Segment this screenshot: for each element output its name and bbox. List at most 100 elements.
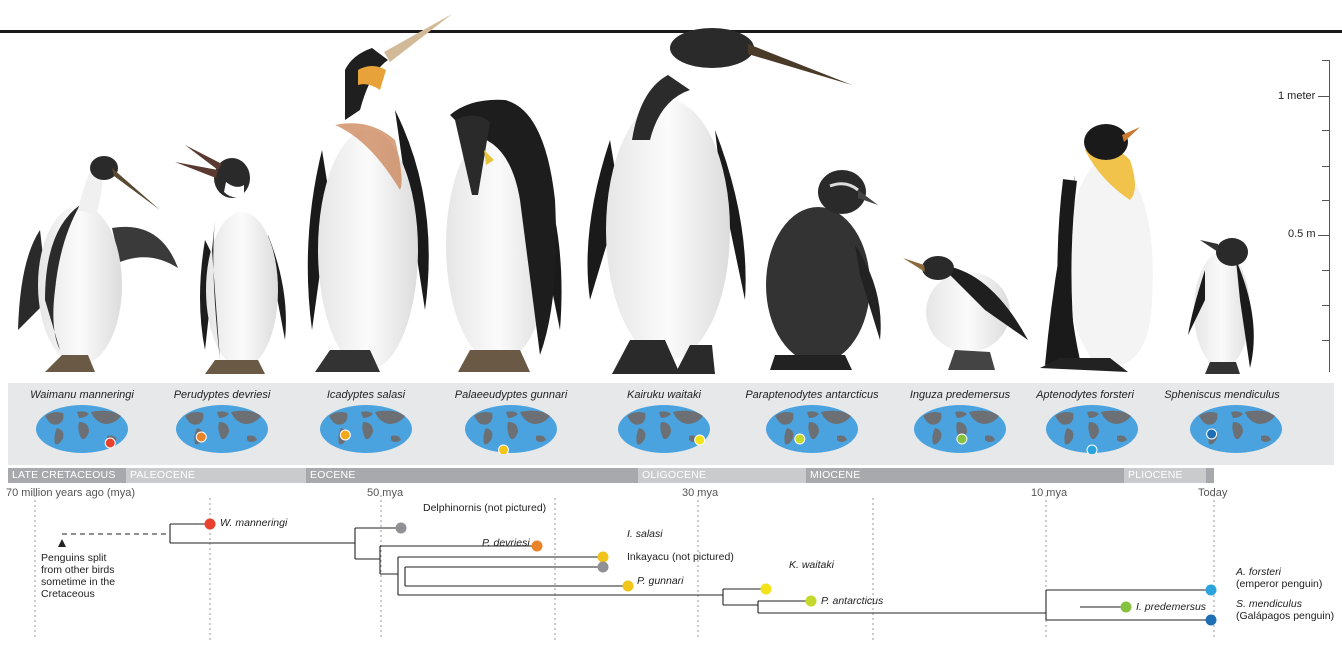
dot-spheniscus: [1205, 614, 1217, 626]
leaf-common: (Galápagos penguin): [1236, 610, 1335, 622]
leaf-label: K. waitaki: [789, 559, 834, 571]
leaf-note: (not pictured): [671, 551, 734, 563]
fossil-location-dot: [195, 431, 207, 443]
leaf-label: Inkayacu: [627, 551, 670, 563]
species-name: Spheniscus mendiculus: [1164, 389, 1280, 401]
penguin-illustrations: [18, 14, 1254, 374]
penguin-icadyptes: [307, 14, 452, 372]
scale-tick: [1322, 340, 1330, 341]
scale-tick: [1322, 305, 1330, 306]
dot-inkayacu: [597, 561, 609, 573]
leaf-label: I. salasi: [627, 528, 663, 540]
leaf-icadyptes: I. salasi: [627, 528, 663, 540]
species-name: Aptenodytes forsteri: [1036, 389, 1134, 401]
time-label-30: 30 mya: [682, 487, 719, 499]
species-name: Palaeeudyptes gunnari: [454, 389, 568, 401]
leaf-paraptenodytes: P. antarcticus: [821, 595, 883, 607]
epoch-oligocene: OLIGOCENE: [638, 468, 806, 483]
fossil-location-dot: [1206, 428, 1218, 440]
penguin-aptenodytes: [1040, 124, 1153, 372]
globe-map: [176, 405, 268, 453]
dot-waimanu: [204, 518, 216, 530]
globe-map: [1046, 405, 1138, 454]
species-name: Inguza predemersus: [909, 389, 1011, 401]
leaf-spheniscus: S. mendiculus (Galápagos penguin): [1236, 598, 1334, 622]
scale-tick: [1322, 270, 1330, 271]
globe-map: [465, 405, 557, 454]
tree-branches: [62, 523, 1211, 621]
tree-dots: [204, 518, 1217, 626]
leaf-delphinornis: Delphinornis (not pictured): [423, 502, 546, 514]
leaf-label: S. mendiculus: [1236, 598, 1302, 610]
species-name: Icadyptes salasi: [326, 389, 406, 401]
dot-delphinornis: [395, 522, 407, 534]
epoch-miocene: MIOCENE: [806, 468, 1124, 483]
leaf-palaeeudyptes: P. gunnari: [637, 575, 684, 587]
scale-tick-half-m: [1318, 235, 1330, 236]
leaf-inkayacu: Inkayacu (not pictured): [627, 551, 734, 563]
leaf-perudyptes: P. devriesi: [482, 537, 530, 549]
dot-kairuku: [760, 583, 772, 595]
leaf-label: P. antarcticus: [821, 595, 884, 607]
scale-tick: [1322, 130, 1330, 131]
height-scale: [1290, 60, 1342, 380]
split-arrow-icon: [58, 539, 66, 547]
penguin-perudyptes: [175, 145, 286, 374]
fossil-location-dot: [1086, 444, 1098, 454]
fossil-location-dot: [794, 433, 806, 445]
leaf-label: W. manneringi: [220, 517, 288, 529]
dot-paraptenodytes: [805, 595, 817, 607]
phylogenetic-tree: [34, 495, 1217, 640]
scale-tick: [1322, 166, 1330, 167]
penguin-waimanu: [18, 156, 178, 372]
epoch-recent: [1206, 468, 1214, 483]
time-gridlines: [34, 495, 1215, 640]
globe-map: [36, 405, 128, 453]
fossil-location-dot: [104, 437, 116, 449]
penguin-palaeeudyptes: [446, 99, 562, 372]
globe-map: [766, 405, 858, 453]
species-name: Kairuku waitaki: [627, 389, 701, 401]
scale-axis: [1329, 60, 1330, 372]
epoch-bar: LATE CRETACEOUS PALEOCENE EOCENE OLIGOCE…: [8, 468, 1214, 483]
leaf-note: (not pictured): [484, 502, 547, 514]
time-label-today: Today: [1198, 487, 1228, 499]
scale-tick: [1322, 200, 1330, 201]
scale-label-half-m: 0.5 m: [1288, 228, 1316, 240]
leaf-label: P. gunnari: [637, 575, 684, 587]
leaf-label: Delphinornis: [423, 502, 482, 514]
globe-map: [914, 405, 1006, 453]
leaf-label: P. devriesi: [482, 537, 530, 549]
scale-tick: [1322, 60, 1330, 61]
dot-aptenodytes: [1205, 584, 1217, 596]
epoch-paleocene: PALEOCENE: [126, 468, 306, 483]
leaf-inguza: I. predemersus: [1136, 601, 1206, 613]
dot-inguza: [1120, 601, 1132, 613]
scale-label-1m: 1 meter: [1278, 90, 1316, 102]
species-name: Paraptenodytes antarcticus: [745, 389, 879, 401]
dot-palaeeudyptes: [622, 580, 634, 592]
scale-tick-1m: [1318, 96, 1330, 97]
epoch-late-cretaceous: LATE CRETACEOUS: [8, 468, 126, 483]
time-label-50: 50 mya: [367, 487, 404, 499]
leaf-aptenodytes: A. forsteri (emperor penguin): [1236, 566, 1322, 590]
globe-map: [320, 405, 412, 453]
fossil-location-dot: [339, 429, 351, 441]
top-rule: [0, 30, 1342, 33]
penguin-inguza: [903, 256, 1028, 370]
penguin-paraptenodytes: [766, 170, 881, 370]
species-name: Perudyptes devriesi: [173, 389, 271, 401]
epoch-eocene: EOCENE: [306, 468, 638, 483]
fossil-location-dot: [498, 444, 509, 454]
globe-map: [618, 405, 710, 453]
leaf-kairuku: K. waitaki: [789, 559, 834, 571]
dot-icadyptes: [597, 551, 609, 563]
penguin-spheniscus: [1188, 238, 1254, 374]
epoch-pliocene: PLIOCENE: [1124, 468, 1206, 483]
globe-map: [1190, 405, 1282, 453]
leaf-label: A. forsteri: [1236, 566, 1281, 578]
penguin-kairuku: [587, 28, 852, 374]
leaf-common: (emperor penguin): [1236, 578, 1323, 590]
leaf-waimanu: W. manneringi: [220, 517, 287, 529]
fossil-location-dot: [956, 433, 968, 445]
